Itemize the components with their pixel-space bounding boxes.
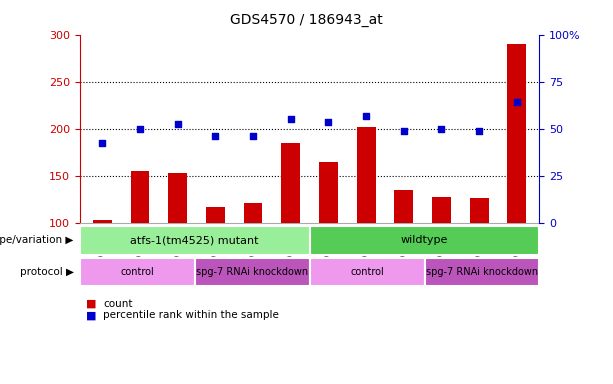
Bar	[281, 143, 300, 223]
Point	[286, 116, 295, 122]
Bar	[131, 171, 150, 223]
Text: percentile rank within the sample: percentile rank within the sample	[103, 310, 279, 320]
Point	[135, 126, 145, 132]
Text: GDS4570 / 186943_at: GDS4570 / 186943_at	[230, 13, 383, 27]
Point	[399, 127, 409, 134]
Point	[436, 126, 446, 132]
Text: ■: ■	[86, 310, 96, 320]
Point	[248, 133, 258, 139]
Bar	[206, 207, 225, 223]
Text: atfs-1(tm4525) mutant: atfs-1(tm4525) mutant	[131, 235, 259, 245]
Point	[324, 119, 333, 125]
Point	[173, 121, 183, 127]
Point	[97, 140, 107, 146]
Bar	[319, 162, 338, 223]
Text: wildtype: wildtype	[401, 235, 448, 245]
Bar	[93, 220, 112, 223]
Bar	[432, 197, 451, 223]
Point	[474, 127, 484, 134]
Bar	[357, 127, 376, 223]
Text: control: control	[350, 267, 384, 277]
Point	[210, 133, 220, 139]
Text: ■: ■	[86, 299, 96, 309]
Text: genotype/variation ▶: genotype/variation ▶	[0, 235, 74, 245]
Point	[361, 113, 371, 119]
Text: count: count	[103, 299, 132, 309]
Text: protocol ▶: protocol ▶	[20, 267, 74, 277]
Bar	[168, 173, 187, 223]
Text: spg-7 RNAi knockdown: spg-7 RNAi knockdown	[196, 267, 308, 277]
Bar	[508, 44, 526, 223]
Text: spg-7 RNAi knockdown: spg-7 RNAi knockdown	[426, 267, 538, 277]
Text: control: control	[120, 267, 154, 277]
Bar	[470, 198, 489, 223]
Bar	[394, 190, 413, 223]
Bar	[243, 203, 262, 223]
Point	[512, 99, 522, 105]
